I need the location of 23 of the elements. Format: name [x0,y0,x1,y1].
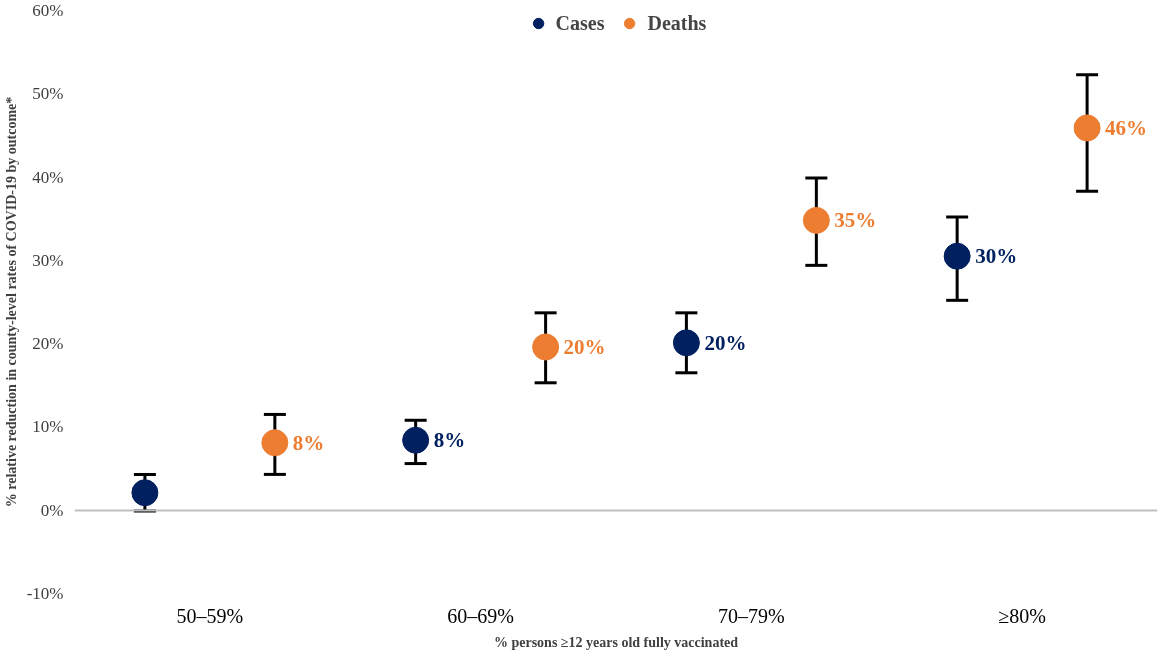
data-label: 35% [834,208,877,233]
y-tick-label: 10% [32,417,64,437]
y-tick-label: -10% [26,584,64,603]
data-label: 46% [1105,115,1148,140]
y-axis-title: % relative reduction in county-level rates of COVID-19 by outcome* [3,96,19,508]
x-tick-label: ≥80% [998,604,1046,627]
y-tick-label: 50% [32,84,64,104]
y-tick-label: 60% [32,1,64,20]
y-tick-label: 0% [40,500,64,520]
data-label: 8% [292,430,325,455]
x-tick-label: 50–59% [176,604,244,627]
data-label: 20% [704,330,747,355]
y-tick-label: 20% [32,334,64,354]
x-tick-label: 60–69% [447,604,514,627]
data-label: 20% [563,334,606,359]
legend-label: Cases [555,11,605,35]
y-tick-label: 40% [32,167,64,187]
legend-label: Deaths [647,11,707,35]
x-axis-title: % persons ≥12 years old fully vaccinated [493,634,739,650]
data-label: 8% [433,428,466,453]
x-tick-label: 70–79% [718,604,785,627]
data-label: 30% [975,244,1018,269]
y-tick-label: 30% [32,250,64,270]
